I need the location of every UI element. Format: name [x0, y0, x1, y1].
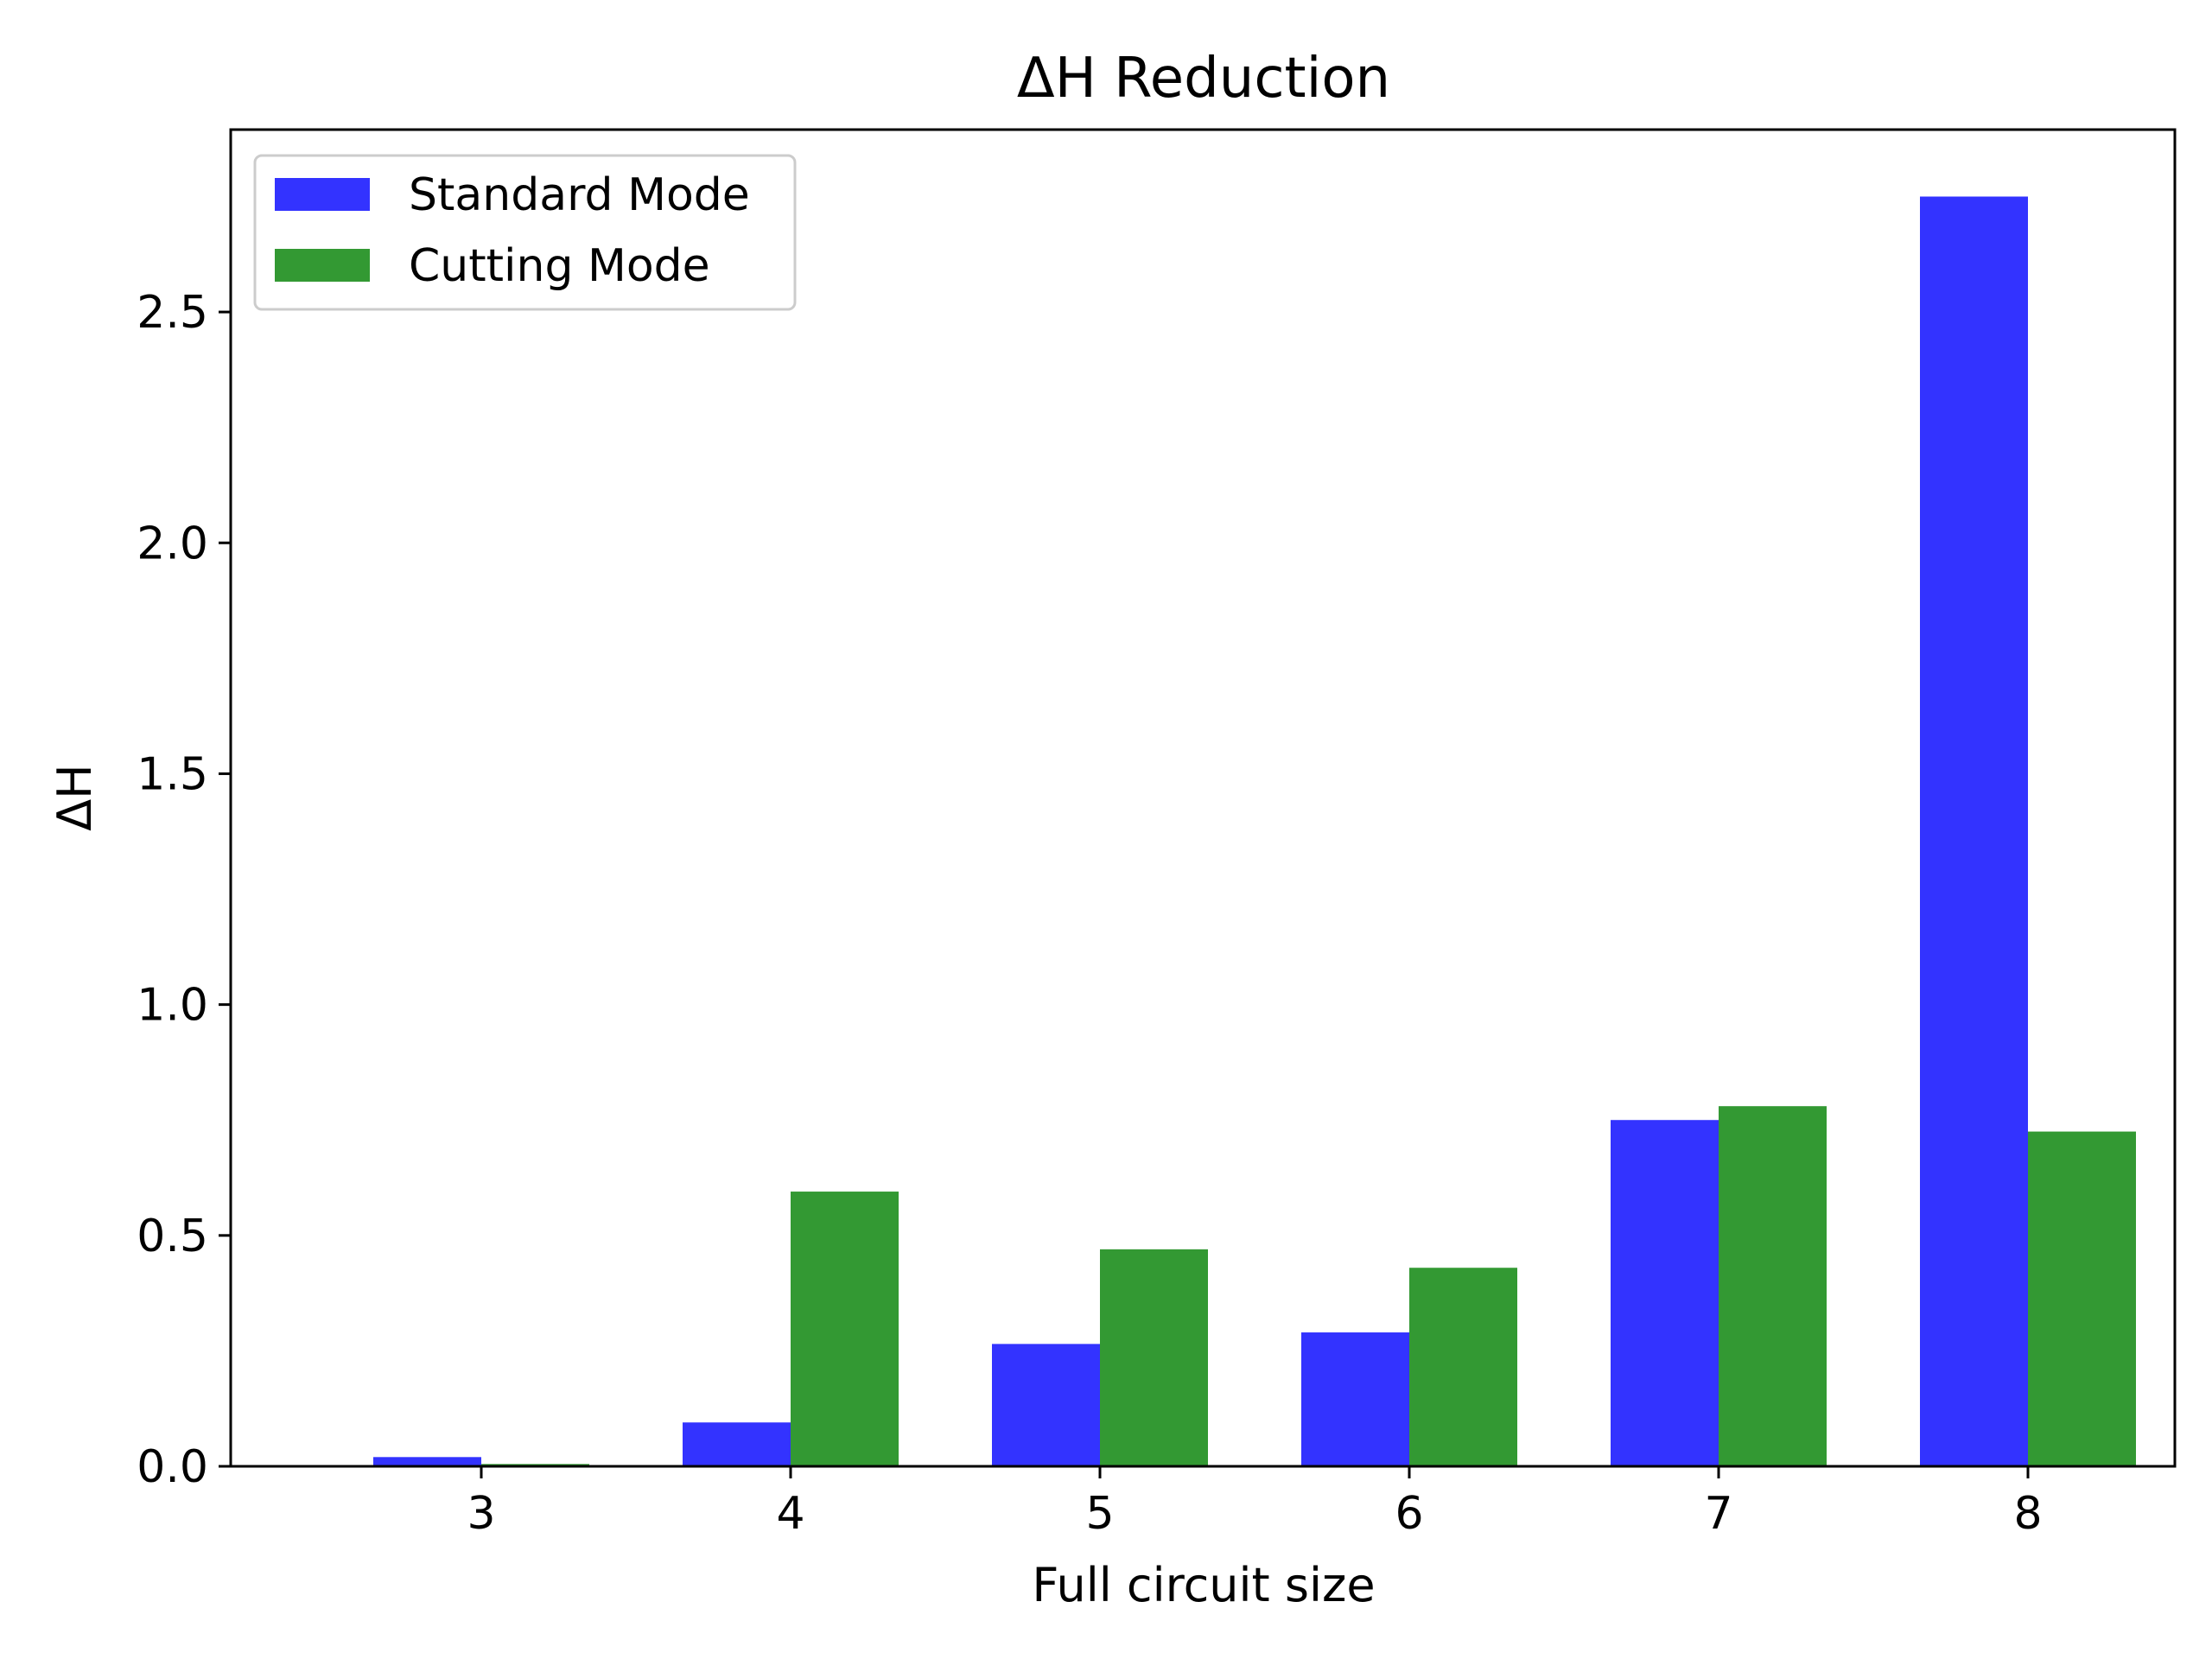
legend-frame — [253, 154, 797, 311]
x-tick-label-7: 7 — [1704, 1488, 1732, 1540]
legend: Standard Mode Cutting Mode — [253, 154, 797, 311]
bar-cutting-mode-5 — [1100, 1249, 1208, 1466]
bar-cutting-mode-4 — [791, 1192, 899, 1466]
bar-standard-mode-4 — [683, 1422, 791, 1466]
y-tick-label-0-0: 0.0 — [137, 1441, 208, 1493]
bars-layer — [373, 196, 2136, 1466]
x-tick-label-6: 6 — [1395, 1488, 1423, 1540]
x-axis-title: Full circuit size — [1032, 1558, 1375, 1612]
bar-standard-mode-5 — [992, 1344, 1100, 1466]
x-tick-label-8: 8 — [2013, 1488, 2042, 1540]
y-axis-title: ΔH — [48, 764, 102, 831]
y-tick-label-2-0: 2.0 — [137, 518, 208, 569]
bar-standard-mode-3 — [373, 1457, 481, 1466]
y-tick-label-2-5: 2.5 — [137, 287, 208, 339]
bar-standard-mode-8 — [1920, 196, 2028, 1466]
legend-swatch-cutting-mode — [275, 249, 370, 282]
legend-label-standard-mode: Standard Mode — [409, 169, 750, 221]
bar-cutting-mode-8 — [2028, 1131, 2136, 1466]
x-tick-label-5: 5 — [1085, 1488, 1114, 1540]
bar-cutting-mode-7 — [1719, 1106, 1827, 1466]
y-tick-label-1-0: 1.0 — [137, 980, 208, 1032]
x-axis: 3 4 5 6 7 8 — [467, 1466, 2043, 1540]
y-tick-label-1-5: 1.5 — [137, 748, 208, 800]
plot-frame — [229, 128, 2177, 1468]
legend-swatch-standard-mode — [275, 178, 370, 211]
chart-title: ΔH Reduction — [1017, 47, 1390, 111]
bar-standard-mode-7 — [1611, 1120, 1719, 1466]
x-tick-label-3: 3 — [467, 1488, 495, 1540]
y-axis: 0.0 0.5 1.0 1.5 2.0 2.5 — [137, 287, 231, 1493]
legend-label-cutting-mode: Cutting Mode — [409, 240, 710, 292]
bar-cutting-mode-6 — [1409, 1268, 1517, 1466]
bar-standard-mode-6 — [1301, 1332, 1409, 1466]
x-tick-label-4: 4 — [776, 1488, 804, 1540]
y-tick-label-0-5: 0.5 — [137, 1211, 208, 1262]
